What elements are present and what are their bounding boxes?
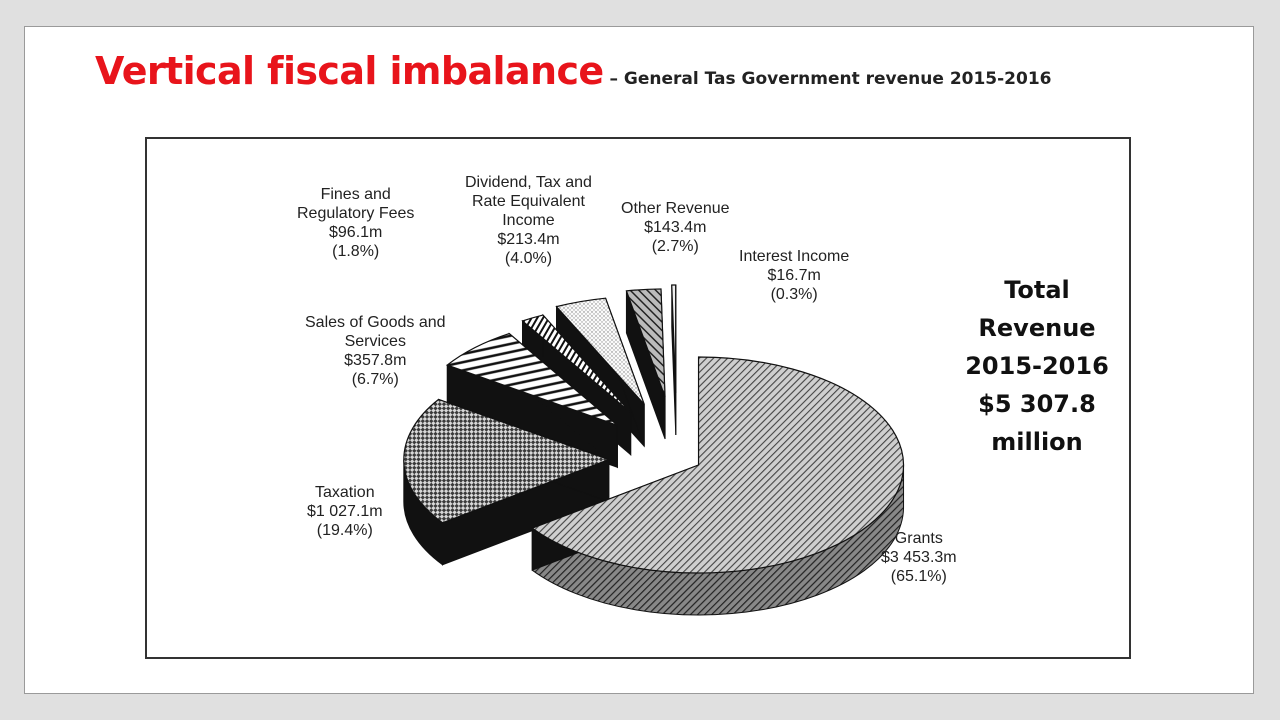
label-dividend-line2: Rate Equivalent	[471, 193, 585, 210]
label-interest-income: Interest Income $16.7m (0.3%)	[739, 247, 849, 304]
title-main: Vertical fiscal imbalance	[95, 49, 604, 93]
label-taxation-line1: Taxation	[315, 484, 375, 501]
total-line4: $5 307.8	[978, 390, 1096, 418]
label-fines-percent: (1.8%)	[332, 243, 380, 260]
title-subtitle: – General Tas Government revenue 2015-20…	[603, 69, 1052, 89]
label-grants-percent: (65.1%)	[890, 568, 947, 585]
label-interest-percent: (0.3%)	[770, 286, 818, 303]
label-interest-value: $16.7m	[767, 267, 821, 284]
label-sales-percent: (6.7%)	[351, 371, 399, 388]
label-fines-line2: Regulatory Fees	[297, 205, 415, 222]
label-interest-line1: Interest Income	[739, 248, 850, 265]
label-grants-line1: Grants	[894, 530, 943, 547]
pie-chart	[403, 284, 905, 616]
slice-dividend-tax-and-rate-equivalent-income	[555, 297, 645, 405]
slice-sales-of-goods-and-services	[445, 332, 618, 426]
label-dividend-percent: (4.0%)	[504, 250, 553, 267]
slice-grants	[530, 356, 905, 574]
label-fines-value: $96.1m	[329, 224, 383, 241]
label-taxation-percent: (19.4%)	[316, 522, 373, 539]
label-dividend-tax-rate: Dividend, Tax and Rate Equivalent Income…	[465, 173, 592, 268]
label-sales-line2: Services	[344, 333, 406, 350]
label-grants: Grants $3 453.3m (65.1%)	[881, 529, 957, 586]
label-taxation-value: $1 027.1m	[307, 503, 383, 520]
label-other-revenue: Other Revenue $143.4m (2.7%)	[621, 199, 730, 256]
label-dividend-value: $213.4m	[497, 231, 560, 248]
total-line2: Revenue	[978, 314, 1096, 342]
label-sales-line1: Sales of Goods and	[305, 314, 446, 331]
slide-title: Vertical fiscal imbalance – General Tas …	[95, 49, 1052, 93]
slice-interest-income	[671, 284, 677, 394]
label-fines-line1: Fines and	[320, 186, 391, 203]
label-sales-of-goods: Sales of Goods and Services $357.8m (6.7…	[305, 313, 446, 389]
label-other-percent: (2.7%)	[651, 238, 699, 255]
label-other-value: $143.4m	[644, 219, 707, 236]
chart-frame: Fines and Regulatory Fees $96.1m (1.8%) …	[145, 137, 1131, 659]
slide: Vertical fiscal imbalance – General Tas …	[24, 26, 1254, 694]
total-line3: 2015-2016	[965, 352, 1109, 380]
label-sales-value: $357.8m	[344, 352, 407, 369]
total-revenue-callout: Total Revenue 2015-2016 $5 307.8 million	[957, 271, 1117, 461]
slice-other-revenue	[625, 288, 666, 398]
slice-fines-and-regulatory-fees	[521, 314, 632, 414]
label-taxation: Taxation $1 027.1m (19.4%)	[307, 483, 383, 540]
total-line5: million	[991, 428, 1083, 456]
label-fines-and-regulatory-fees: Fines and Regulatory Fees $96.1m (1.8%)	[297, 185, 414, 261]
label-dividend-line1: Dividend, Tax and	[465, 174, 592, 191]
label-other-line1: Other Revenue	[621, 200, 730, 217]
total-line1: Total	[1004, 276, 1070, 304]
slice-taxation	[403, 398, 611, 524]
label-dividend-line3: Income	[502, 212, 555, 229]
label-grants-value: $3 453.3m	[881, 549, 957, 566]
